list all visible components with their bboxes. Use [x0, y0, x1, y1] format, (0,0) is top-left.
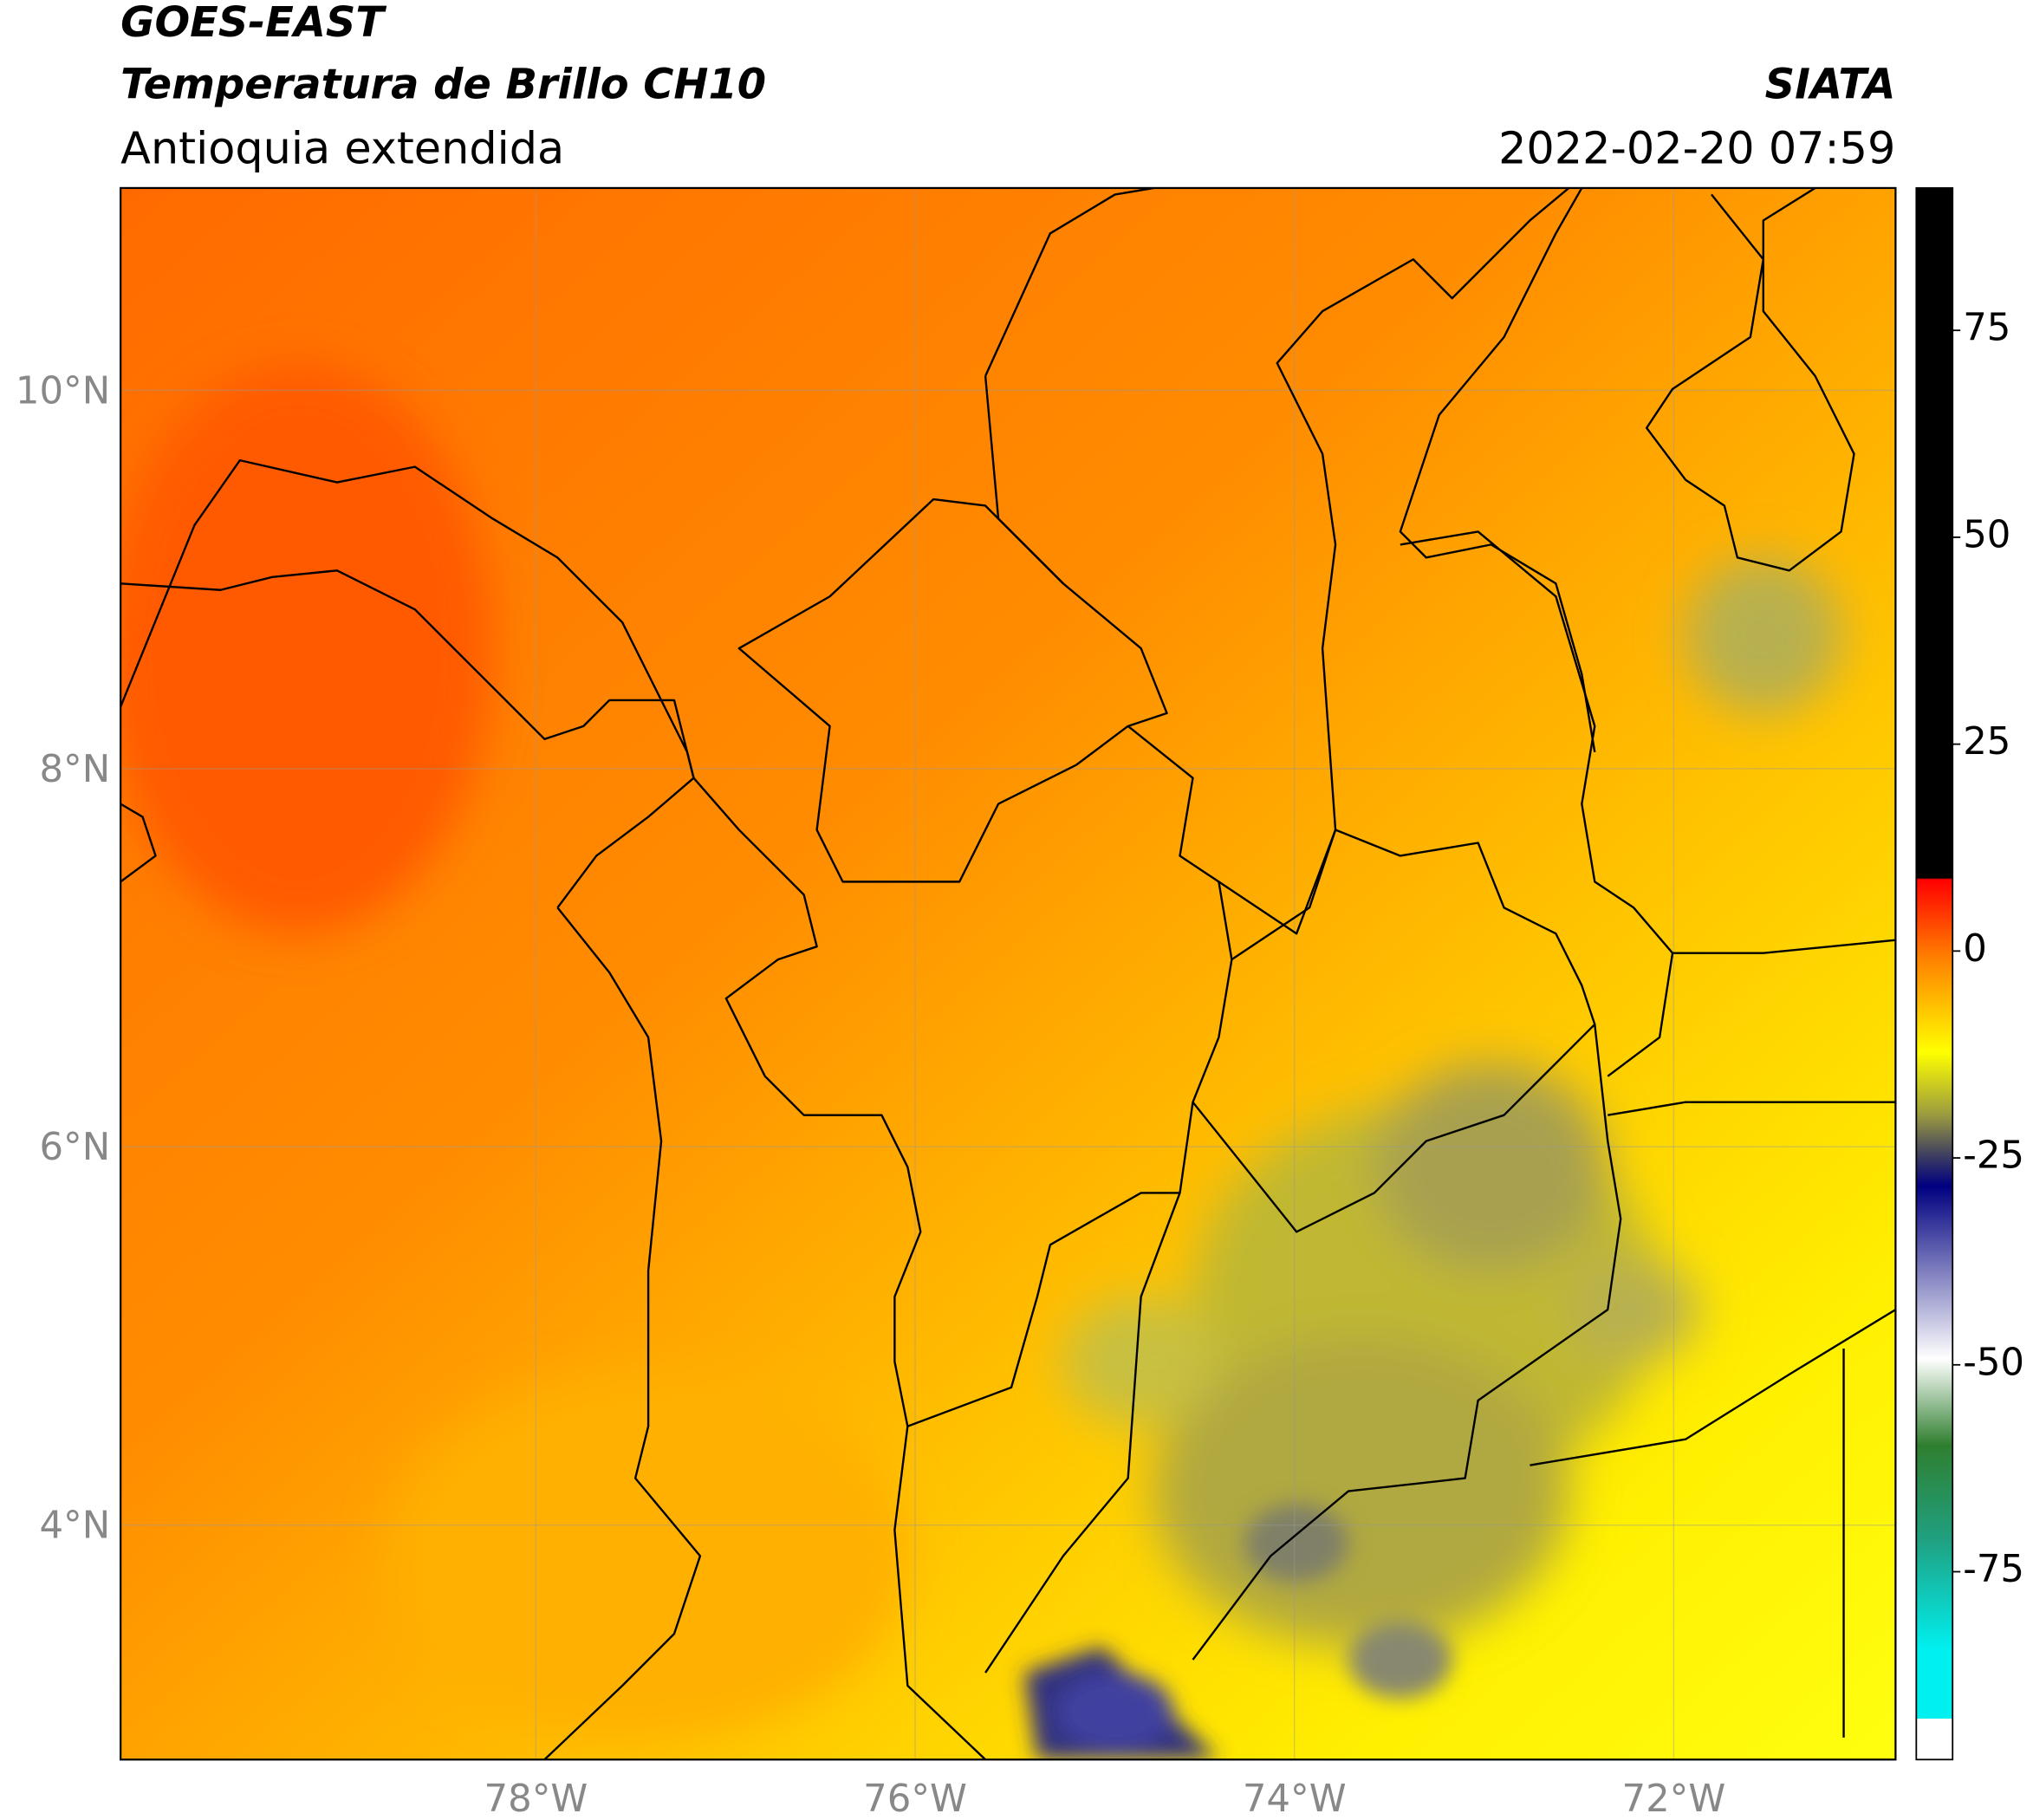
colorbar: [1915, 187, 1954, 1761]
lon-tick-label: 76°W: [863, 1778, 967, 1820]
lon-tick-label: 72°W: [1621, 1778, 1725, 1820]
colorbar-tick-label: -25: [1963, 1134, 2024, 1178]
colorbar-tick-label: -75: [1963, 1548, 2024, 1591]
colorbar-tick-label: 50: [1963, 513, 2010, 556]
borders: [120, 187, 1896, 1760]
lat-tick-label: 4°N: [39, 1505, 110, 1548]
colorbar-tick-label: 25: [1963, 720, 2010, 764]
source: SIATA: [1765, 62, 1896, 109]
colorbar-tick-label: 75: [1963, 307, 2010, 350]
ticks: 10°N 8°N 6°N 4°N 78°W 76°W 74°W 72°W 75 50 25 0 -25 -…: [16, 307, 2024, 1820]
subtitle: Temperatura de Brillo CH10: [120, 62, 766, 109]
lat-tick-label: 6°N: [39, 1126, 110, 1169]
colorbar-tick-label: -50: [1963, 1341, 2024, 1384]
map-image: [120, 187, 1896, 1760]
datetime: 2022-02-20 07:59: [1498, 123, 1895, 174]
lat-tick-label: 10°N: [16, 369, 110, 413]
region: Antioquia extendida: [120, 123, 564, 174]
title: GOES-EAST: [120, 0, 386, 47]
lon-tick-label: 74°W: [1243, 1778, 1347, 1820]
lat-tick-label: 8°N: [39, 748, 110, 791]
colorbar-tick-label: 0: [1963, 927, 1987, 971]
grid: [120, 187, 1896, 1760]
map-frame: [120, 186, 1897, 1761]
lon-tick-label: 78°W: [484, 1778, 588, 1820]
